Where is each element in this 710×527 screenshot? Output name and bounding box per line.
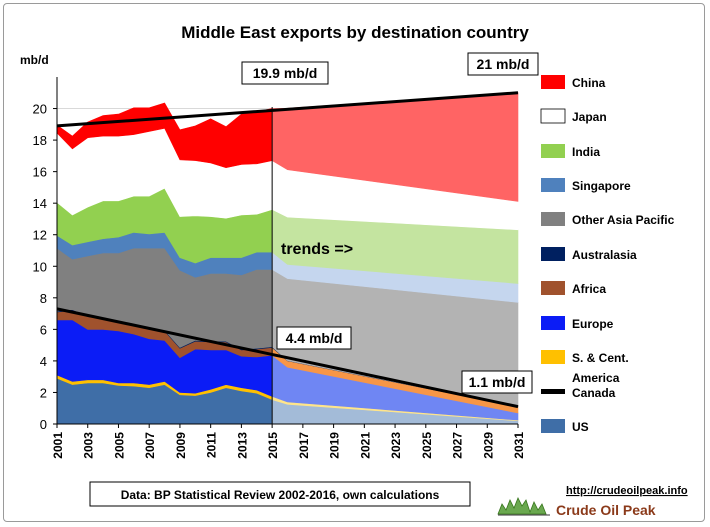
- y-tick-label-2: 2: [40, 385, 47, 400]
- brand-name: Crude Oil Peak: [556, 502, 656, 518]
- annotation-box-0: [241, 61, 329, 85]
- annotation-box-3: [461, 370, 533, 394]
- x-tick-label-2025: 2025: [420, 432, 434, 459]
- x-tick-label-2017: 2017: [297, 432, 311, 459]
- y-tick-label-8: 8: [40, 291, 47, 306]
- legend-label-s-cent-america-line1: S. & Cent.: [572, 351, 629, 365]
- chart-frame: [3, 3, 705, 522]
- x-tick-label-2027: 2027: [451, 432, 465, 459]
- legend-swatch-europe: [541, 316, 565, 330]
- x-tick-label-2003: 2003: [82, 432, 96, 459]
- legend-swatch-us: [541, 419, 565, 433]
- annotation-box-1: [467, 52, 539, 76]
- annotation-2: 4.4 mb/d: [286, 330, 343, 346]
- legend-swatch-japan: [540, 108, 566, 124]
- source-url: http://crudeoilpeak.info: [566, 485, 688, 497]
- legend-label-india: India: [572, 145, 600, 159]
- x-tick-label-2011: 2011: [205, 432, 219, 458]
- source-box: [89, 481, 471, 507]
- x-tick-label-2013: 2013: [235, 432, 249, 459]
- x-tick-label-2029: 2029: [481, 432, 495, 459]
- x-tick-label-2001: 2001: [51, 432, 65, 459]
- y-tick-label-18: 18: [33, 133, 47, 148]
- total-trend-line: [56, 91, 519, 128]
- x-tick-label-2023: 2023: [389, 432, 403, 459]
- y-tick-label-12: 12: [33, 228, 47, 243]
- y-tick-label-6: 6: [40, 322, 47, 337]
- legend-label-canada: Canada: [572, 386, 616, 400]
- y-tick-label-0: 0: [40, 417, 47, 432]
- legend-label-other-asia-pacific: Other Asia Pacific: [572, 213, 675, 227]
- x-tick-label-2009: 2009: [174, 432, 188, 459]
- x-tick-label-2031: 2031: [512, 432, 526, 459]
- annotation-1: 21 mb/d: [477, 56, 530, 72]
- x-tick-label-2005: 2005: [112, 432, 126, 459]
- x-tick-label-2021: 2021: [358, 432, 372, 459]
- y-tick-label-14: 14: [33, 196, 47, 211]
- logo-graph-icon: [497, 497, 547, 515]
- y-tick-label-16: 16: [33, 165, 47, 180]
- x-tick-label-2007: 2007: [143, 432, 157, 459]
- annotation-0: 19.9 mb/d: [253, 65, 318, 81]
- legend-swatch-s-cent-america: [541, 350, 565, 364]
- legend-swatch-singapore: [541, 178, 565, 192]
- annotation-trends: trends =>: [281, 241, 353, 258]
- legend-swatch-australasia: [541, 247, 565, 261]
- legend-swatch-china: [541, 75, 565, 89]
- chart-title: Middle East exports by destination count…: [181, 23, 529, 42]
- annotation-box-2: [276, 326, 352, 350]
- x-tick-label-2019: 2019: [328, 432, 342, 459]
- legend-label-africa: Africa: [572, 282, 606, 296]
- y-tick-label-20: 20: [33, 102, 47, 117]
- annotation-3: 1.1 mb/d: [469, 374, 526, 390]
- legend-label-us: US: [572, 420, 589, 434]
- legend-label-s-cent-america-line2: America: [572, 371, 620, 385]
- legend-swatch-other-asia-pacific: [541, 212, 565, 226]
- legend-swatch-canada: [541, 389, 565, 394]
- source-text: Data: BP Statistical Review 2002-2016, o…: [121, 488, 440, 502]
- legend-label-japan: Japan: [572, 110, 607, 124]
- legend-label-china: China: [572, 76, 606, 90]
- x-tick-label-2015: 2015: [266, 432, 280, 459]
- legend-swatch-africa: [541, 281, 565, 295]
- y-axis-label: mb/d: [20, 53, 49, 67]
- legend-label-singapore: Singapore: [572, 179, 631, 193]
- outside-asia-trend-line: [56, 307, 519, 409]
- y-tick-label-10: 10: [33, 259, 47, 274]
- y-tick-label-4: 4: [40, 354, 47, 369]
- legend-label-europe: Europe: [572, 317, 614, 331]
- legend-label-australasia: Australasia: [572, 248, 637, 262]
- legend-swatch-india: [541, 144, 565, 158]
